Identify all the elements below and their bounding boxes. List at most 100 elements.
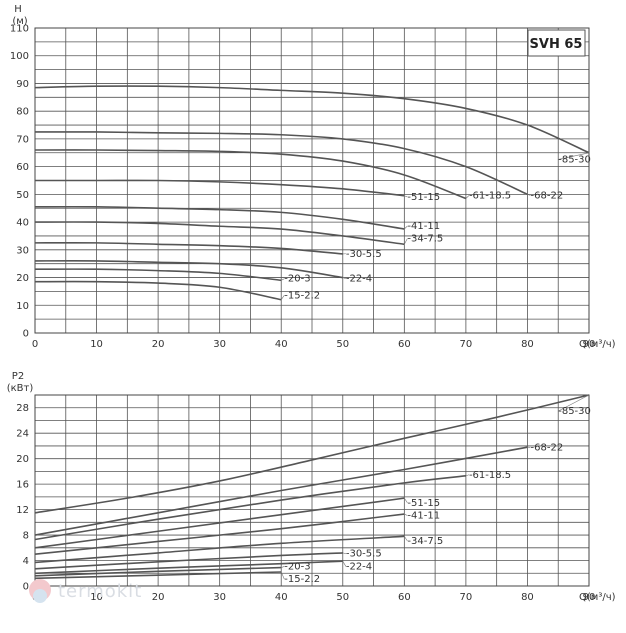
power-series-label: -51-15 [407, 498, 440, 509]
series-label-leader [342, 277, 346, 279]
power-series-line [34, 535, 405, 564]
y-tick-label: 90 [16, 79, 29, 90]
series-label-leader [404, 536, 408, 542]
head-series-line [34, 280, 282, 301]
x-tick-label: 10 [90, 339, 103, 350]
y-tick-label: 40 [16, 218, 29, 229]
power-series-line [34, 552, 343, 570]
power-series-line [34, 497, 405, 549]
head-series-label: -20-3 [284, 274, 310, 285]
watermark-text: termokit [58, 581, 142, 602]
power-series-label: -30-5.5 [346, 549, 382, 560]
series-label-leader [342, 561, 347, 567]
y-tick-label: 24 [16, 429, 29, 440]
power-series-label: -22-4 [346, 561, 372, 572]
power-series-label: -20-3 [284, 561, 310, 572]
series-label-leader [404, 225, 408, 230]
y-tick-label: 28 [16, 403, 29, 414]
x-tick-label: 20 [152, 592, 165, 603]
chart-title-box [527, 29, 586, 57]
power-series-line [34, 446, 528, 536]
power-y-axis-label: P2 [12, 371, 24, 382]
power-series-line [34, 571, 282, 580]
x-tick-label: 90 [583, 592, 596, 603]
x-tick-label: 70 [460, 592, 473, 603]
head-y-axis-unit: (м) [12, 16, 27, 27]
x-tick-label: 80 [521, 592, 534, 603]
chart-title: SVH 65 [530, 37, 583, 52]
power-plot-frame [34, 394, 590, 587]
series-label-leader [404, 497, 408, 503]
head-series-label: -30-5.5 [346, 249, 382, 260]
y-tick-label: 20 [16, 454, 29, 465]
head-series-label: -51-15 [407, 192, 440, 203]
y-tick-label: 20 [16, 273, 29, 284]
y-tick-label: 80 [16, 107, 29, 118]
y-tick-label: 60 [16, 162, 29, 173]
x-tick-label: 0 [32, 339, 38, 350]
head-series-line [34, 260, 343, 279]
series-label-leader [280, 295, 285, 300]
y-tick-label: 0 [23, 329, 29, 340]
head-series-label: -61-18.5 [469, 191, 511, 202]
power-series-line [34, 394, 590, 514]
series-label-leader [280, 571, 285, 580]
head-y-axis-label: H [14, 4, 22, 15]
head-series-label: -22-4 [346, 274, 372, 285]
x-tick-label: 30 [213, 592, 226, 603]
head-x-axis-label: Q(м³/ч) [579, 339, 616, 350]
power-chart: 01020304050607080900481216202428P2(кВт)Q… [7, 371, 616, 603]
y-tick-label: 12 [16, 505, 29, 516]
x-tick-label: 60 [398, 592, 411, 603]
power-series-label: -34-7.5 [407, 536, 443, 547]
series-label-leader [404, 195, 408, 198]
head-series-line [35, 179, 405, 197]
x-tick-label: 70 [460, 339, 473, 350]
x-tick-label: 50 [336, 339, 349, 350]
y-tick-label: 50 [16, 190, 29, 201]
x-tick-label: 20 [152, 339, 165, 350]
series-label-leader [281, 566, 285, 568]
y-tick-label: 100 [10, 51, 29, 62]
y-tick-label: 0 [23, 582, 29, 593]
head-chart: 0 10 20 30 40 50 60 70 80 90 0 10 20 30 40 50 60 70 80 90 10… [10, 4, 616, 350]
power-series-line [34, 475, 466, 541]
y-tick-label: 16 [16, 480, 29, 491]
power-series-label: -15-2.2 [284, 574, 320, 585]
y-tick-label: 10 [16, 301, 29, 312]
head-series-label: -85-30 [558, 154, 591, 165]
x-tick-label: 40 [275, 592, 288, 603]
x-tick-label: 30 [213, 339, 226, 350]
head-series-label: -34-7.5 [407, 234, 443, 245]
power-series-label: -68-22 [531, 442, 564, 453]
y-tick-label: 4 [23, 556, 29, 567]
head-series-line [34, 85, 590, 154]
y-tick-label: 30 [16, 245, 29, 256]
series-label-leader [404, 238, 408, 245]
power-series-label: -85-30 [558, 406, 591, 417]
watermark-drop-icon [33, 589, 47, 603]
power-y-axis-unit: (кВт) [7, 383, 34, 394]
power-series-line [34, 566, 282, 577]
x-tick-label: 90 [583, 339, 596, 350]
series-label-leader [465, 474, 470, 477]
y-tick-label: 70 [16, 134, 29, 145]
series-label-leader [558, 394, 590, 412]
x-tick-label: 60 [398, 339, 411, 350]
head-series-label: -15-2.2 [284, 290, 320, 301]
head-series-line [34, 268, 282, 282]
power-grid [34, 394, 590, 587]
head-series-line [34, 241, 343, 255]
power-x-axis-label: Q(м³/ч) [579, 592, 616, 603]
power-series-label: -61-18.5 [469, 470, 511, 481]
series-label-leader [558, 152, 590, 160]
series-label-leader [404, 513, 408, 516]
x-tick-label: 10 [90, 592, 103, 603]
head-series-line [34, 205, 405, 230]
head-series-label: -41-11 [407, 221, 440, 232]
series-label-leader [465, 195, 470, 199]
x-tick-label: 50 [336, 592, 349, 603]
x-tick-label: 40 [275, 339, 288, 350]
head-series-label: -68-22 [531, 191, 564, 202]
